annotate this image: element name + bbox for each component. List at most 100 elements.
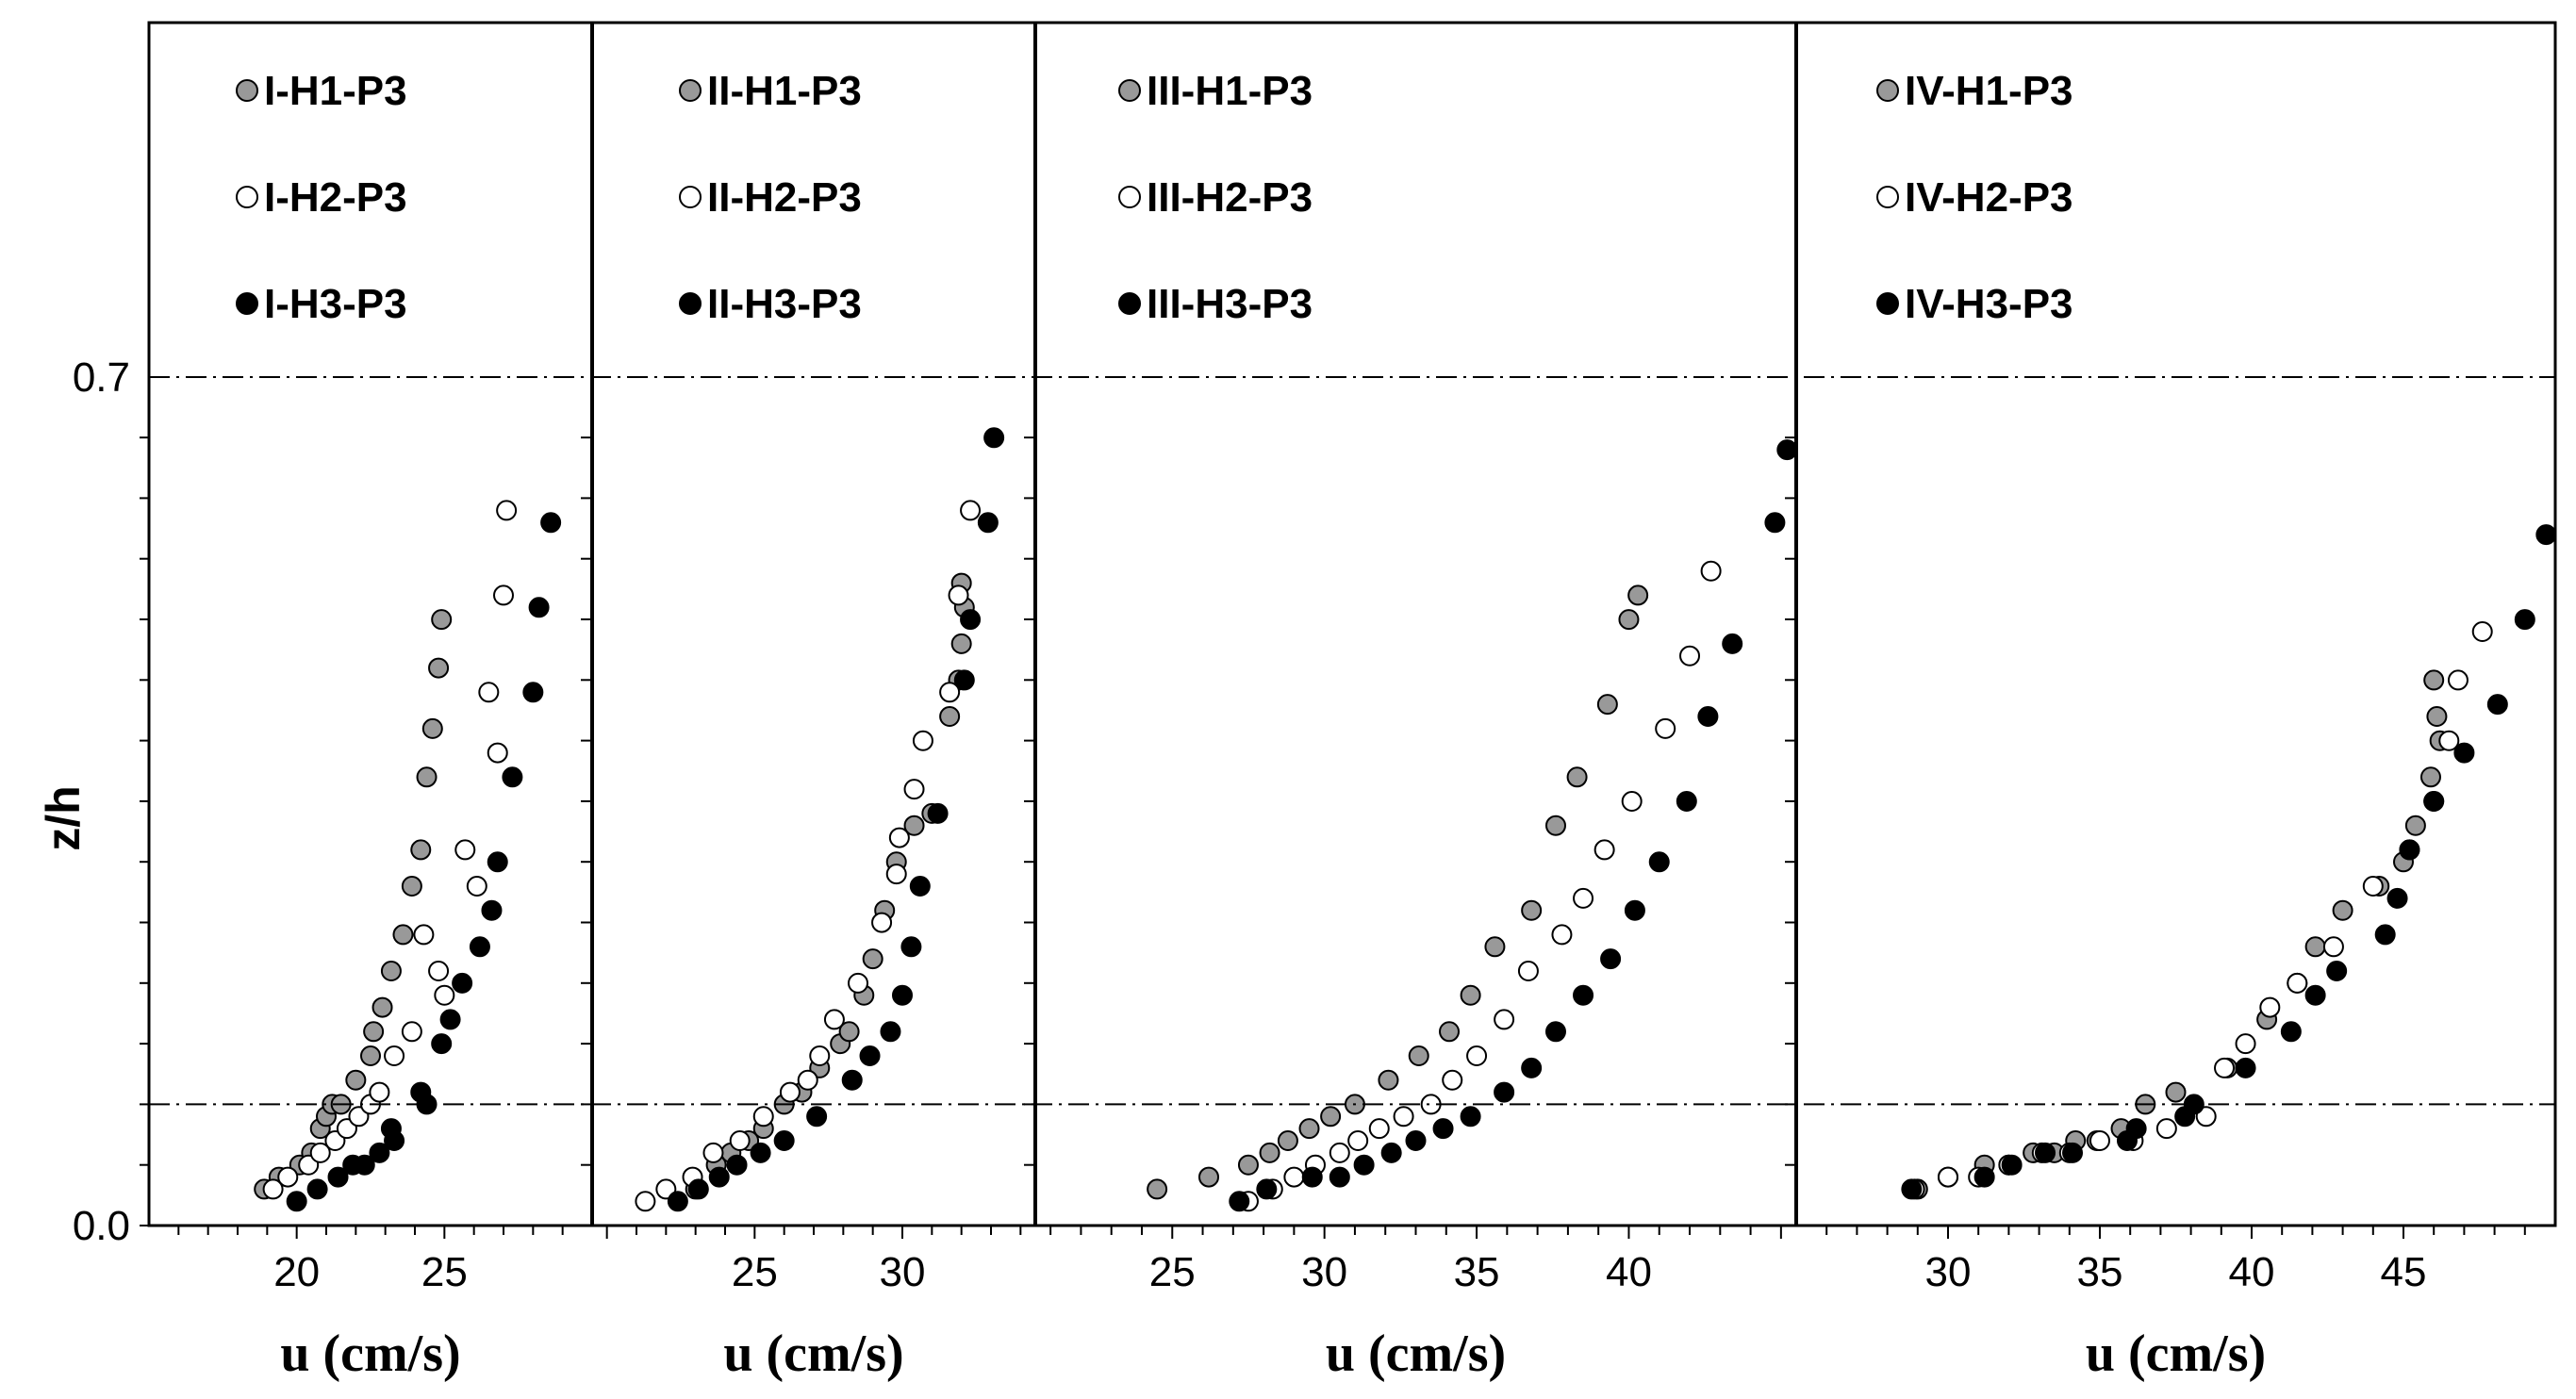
data-point: [1256, 1178, 1278, 1200]
data-point: [1460, 1106, 1481, 1127]
data-point: [2453, 742, 2475, 764]
data-point: [779, 1081, 801, 1103]
data-point: [1544, 1021, 1566, 1043]
x-tick-label: 30: [1925, 1249, 1972, 1295]
data-point: [392, 924, 414, 946]
data-point: [1229, 1191, 1250, 1212]
data-point: [892, 984, 913, 1006]
legend-marker: [679, 186, 702, 208]
data-point: [977, 512, 999, 534]
data-point: [1648, 851, 1670, 873]
data-point: [454, 839, 476, 861]
legend-marker: [679, 79, 702, 102]
data-point: [1347, 1130, 1369, 1151]
data-point: [708, 1166, 730, 1188]
legend-marker: [1118, 292, 1141, 315]
data-point: [1544, 815, 1566, 836]
x-tick-label: 30: [880, 1249, 926, 1295]
legend-label: III-H3-P3: [1147, 281, 1313, 327]
series-III-H3-P3: [1229, 439, 1798, 1212]
data-point: [421, 717, 443, 739]
data-point: [859, 1045, 881, 1066]
data-point: [2235, 1033, 2256, 1055]
data-point: [2195, 1106, 2217, 1127]
data-point: [1439, 1021, 1461, 1043]
data-point: [496, 500, 518, 521]
data-point: [286, 1191, 307, 1212]
data-point: [667, 1191, 688, 1212]
data-point: [1566, 766, 1588, 788]
legend-marker: [1118, 186, 1141, 208]
data-point: [1600, 948, 1622, 970]
data-point: [1494, 1009, 1515, 1030]
data-point: [354, 1154, 375, 1176]
data-point: [493, 584, 514, 606]
data-point: [2165, 1081, 2187, 1103]
data-point: [431, 609, 453, 631]
data-point: [1676, 791, 1697, 812]
data-point: [1368, 1118, 1390, 1140]
data-point: [806, 1106, 828, 1127]
x-tick-label: 30: [1301, 1249, 1347, 1295]
data-point: [983, 427, 1005, 449]
data-point: [401, 1021, 422, 1043]
series-II-H2-P3: [635, 500, 982, 1212]
x-tick-label: 25: [732, 1249, 778, 1295]
x-axis-label: u (cm/s): [280, 1325, 460, 1383]
data-point: [306, 1178, 328, 1200]
legend-label: I-H3-P3: [264, 281, 407, 327]
data-point: [2089, 1130, 2110, 1151]
legend-label: IV-H3-P3: [1905, 281, 2073, 327]
data-point: [2304, 936, 2326, 958]
data-point: [1764, 512, 1786, 534]
data-point: [2362, 876, 2384, 897]
data-point: [750, 1142, 771, 1163]
legend-label: I-H2-P3: [264, 174, 407, 221]
data-point: [841, 1069, 863, 1091]
data-point: [848, 972, 868, 994]
data-point: [2447, 669, 2469, 691]
data-point: [927, 802, 949, 824]
data-point: [2287, 972, 2308, 994]
legend-marker: [1876, 186, 1899, 208]
legend-marker: [236, 292, 258, 315]
y-axis-label: z/h: [37, 785, 90, 850]
legend-marker: [236, 186, 258, 208]
data-point: [2214, 1057, 2236, 1078]
data-point: [2426, 706, 2448, 727]
data-point: [401, 876, 422, 897]
x-tick-label: 45: [2381, 1249, 2427, 1295]
data-point: [2235, 1057, 2256, 1078]
data-point: [1301, 1166, 1323, 1188]
data-point: [1329, 1166, 1350, 1188]
data-point: [1655, 717, 1676, 739]
legend-label: II-H3-P3: [707, 281, 862, 327]
data-point: [327, 1166, 349, 1188]
data-point: [502, 766, 523, 788]
data-point: [410, 839, 432, 861]
data-point: [277, 1166, 299, 1188]
data-point: [939, 706, 961, 727]
legend-marker: [679, 292, 702, 315]
data-point: [2404, 815, 2426, 836]
legend-label: III-H2-P3: [1147, 174, 1313, 221]
data-point: [2280, 1021, 2302, 1043]
data-point: [1573, 887, 1594, 909]
x-tick-label: 20: [273, 1249, 320, 1295]
data-point: [1697, 706, 1719, 727]
data-point: [880, 1021, 901, 1043]
data-point: [702, 1142, 724, 1163]
data-point: [416, 766, 438, 788]
data-point: [953, 669, 975, 691]
x-tick-label: 35: [1454, 1249, 1500, 1295]
data-point: [1494, 1081, 1515, 1103]
data-point: [1283, 1166, 1305, 1188]
data-point: [1627, 584, 1649, 606]
data-point: [439, 1009, 461, 1030]
panel-3: 25 30 35 40 u (cm/s) III-H1-P3 III-H2-P3 III-H3…: [1049, 68, 1798, 1383]
data-point: [431, 1033, 453, 1055]
data-point: [2423, 791, 2445, 812]
data-point: [888, 827, 910, 848]
data-point: [540, 512, 562, 534]
data-point: [369, 1081, 390, 1103]
